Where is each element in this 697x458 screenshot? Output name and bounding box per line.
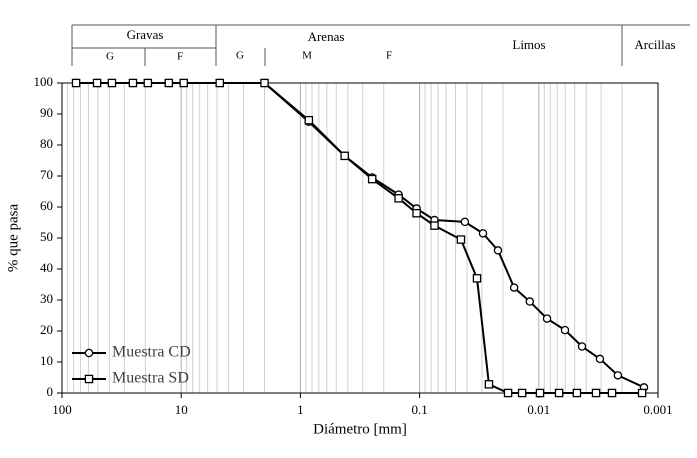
marker xyxy=(503,388,513,398)
marker xyxy=(460,217,470,227)
marker xyxy=(493,246,503,255)
marker xyxy=(84,348,94,358)
marker xyxy=(577,342,587,351)
legend-label: Muestra SD xyxy=(112,370,189,387)
soil-subclass-label: F xyxy=(177,51,183,63)
marker xyxy=(92,78,102,88)
marker xyxy=(179,78,188,88)
marker xyxy=(525,297,535,306)
marker xyxy=(517,388,527,398)
marker xyxy=(509,283,519,292)
legend-label: Muestra CD xyxy=(112,344,191,361)
soil-subclass-label: M xyxy=(302,50,312,62)
x-tick-label: 10 xyxy=(175,402,188,417)
soil-class-label: Limos xyxy=(512,37,545,52)
y-tick-label: 30 xyxy=(40,291,53,306)
y-tick-label: 100 xyxy=(34,74,54,89)
x-tick-label: 100 xyxy=(52,402,72,417)
marker xyxy=(554,388,564,398)
marker xyxy=(340,151,349,161)
x-axis-label: Diámetro [mm] xyxy=(313,421,407,437)
marker xyxy=(607,388,617,398)
marker xyxy=(472,274,482,283)
marker xyxy=(535,388,545,398)
y-tick-label: 90 xyxy=(40,105,53,120)
header xyxy=(71,24,690,66)
marker xyxy=(542,314,552,323)
marker xyxy=(164,78,174,88)
x-tick-label: 0.001 xyxy=(643,402,672,417)
marker xyxy=(367,174,377,184)
marker xyxy=(128,78,138,88)
marker xyxy=(595,354,605,364)
x-tick-label: 0.1 xyxy=(411,402,427,417)
marker xyxy=(637,388,647,398)
x-tick-label: 1 xyxy=(297,402,304,417)
y-tick-label: 60 xyxy=(40,198,53,213)
y-tick-label: 70 xyxy=(40,167,53,182)
marker xyxy=(394,194,403,203)
marker xyxy=(215,78,224,88)
soil-subclass-label: G xyxy=(236,50,244,62)
marker xyxy=(260,78,269,88)
marker xyxy=(84,374,94,384)
marker xyxy=(591,388,601,398)
marker xyxy=(71,78,81,88)
marker xyxy=(412,208,421,218)
soil-class-label: Arenas xyxy=(308,29,345,44)
y-tick-label: 40 xyxy=(40,260,53,275)
marker xyxy=(613,371,623,380)
soil-class-label: Arcillas xyxy=(634,37,675,52)
marker xyxy=(143,78,153,88)
y-tick-label: 80 xyxy=(40,136,53,151)
marker xyxy=(478,229,488,238)
soil-subclass-label: G xyxy=(106,51,114,63)
marker xyxy=(107,78,117,88)
marker xyxy=(430,221,439,230)
marker xyxy=(456,235,466,244)
legend: Muestra CD Muestra SD xyxy=(72,344,191,387)
marker xyxy=(484,380,494,389)
y-tick-label: 0 xyxy=(47,384,54,399)
soil-subclass-label: F xyxy=(386,50,392,62)
plot-frame xyxy=(61,82,659,394)
x-tick-label: 0.01 xyxy=(527,402,550,417)
y-tick-label: 20 xyxy=(40,322,53,337)
y-tick-label: 10 xyxy=(40,353,53,368)
soil-class-label: Gravas xyxy=(127,27,164,42)
marker xyxy=(560,325,570,335)
marker xyxy=(304,115,314,125)
y-axis-label: % que pasa xyxy=(5,204,21,273)
y-tick-label: 50 xyxy=(40,229,53,244)
marker xyxy=(572,388,582,398)
